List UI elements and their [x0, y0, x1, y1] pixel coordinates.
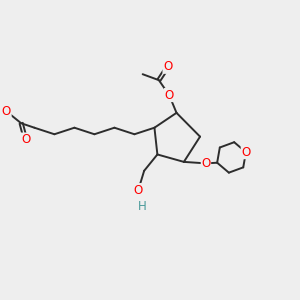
- Text: O: O: [21, 133, 30, 146]
- Text: O: O: [201, 157, 211, 170]
- Text: O: O: [163, 60, 172, 73]
- Text: O: O: [2, 105, 11, 118]
- Text: O: O: [164, 88, 174, 101]
- Text: O: O: [241, 146, 250, 159]
- Text: H: H: [138, 200, 147, 213]
- Text: O: O: [134, 184, 143, 196]
